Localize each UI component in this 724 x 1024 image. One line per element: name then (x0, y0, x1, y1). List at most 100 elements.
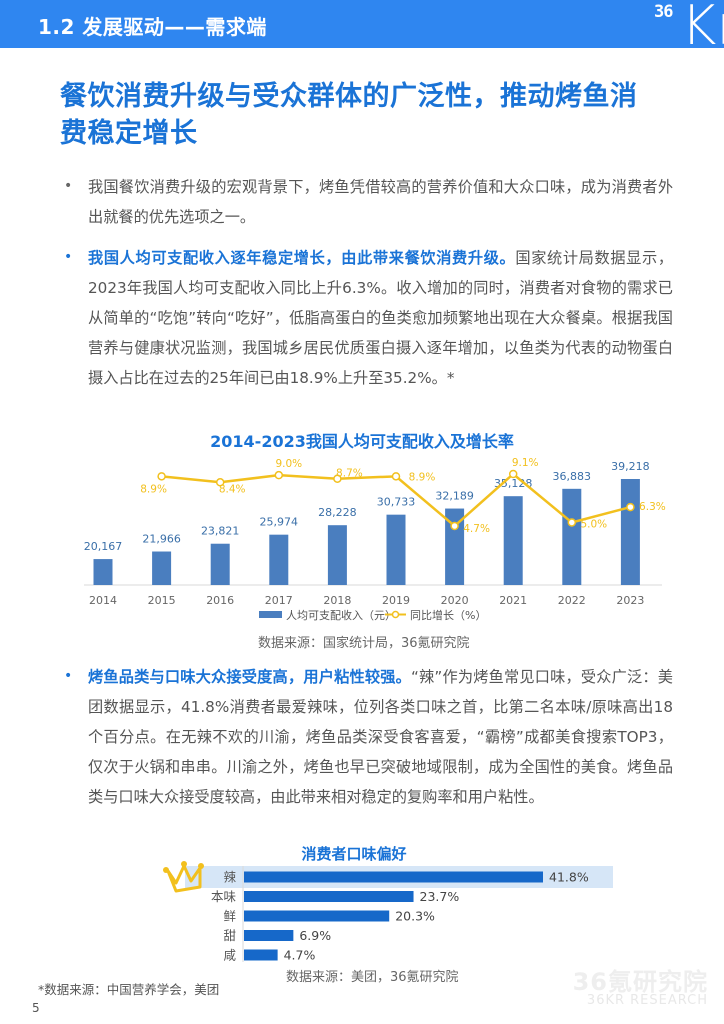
x-tick-label: 2019 (382, 594, 410, 607)
bar-2020 (445, 508, 465, 585)
bullet-text: 我国餐饮消费升级的宏观背景下，烤鱼凭借较高的营养价值和大众口味，成为消费者外出就… (88, 178, 673, 226)
flavor-bar-2 (244, 910, 390, 922)
bar-value-label: 32,189 (435, 490, 474, 503)
bullet-highlight: 我国人均可支配收入逐年稳定增长，由此带来餐饮消费升级。 (88, 249, 516, 267)
income-bar-labels: 20,167 21,966 23,821 25,974 28,228 30,733 32,1… (84, 460, 650, 553)
line-point (391, 472, 401, 481)
bar-value-label: 25,974 (260, 516, 299, 529)
growth-value-label: 8.7% (336, 468, 363, 480)
bar-value-label: 28,228 (318, 506, 357, 519)
bar-2014 (93, 559, 113, 585)
flavor-chart-title: 消费者口味偏好 (301, 845, 407, 863)
bar-2015 (152, 551, 172, 585)
legend-growth-label: 同比增长（%） (410, 608, 486, 622)
line-point (274, 470, 284, 480)
flavor-chart-source: 数据来源：美团，36氪研究院 (286, 970, 459, 985)
x-tick-label: 2020 (441, 594, 469, 607)
x-tick-label: 2023 (616, 594, 644, 607)
bullet-marker: • (64, 178, 73, 194)
bullet-marker: • (64, 668, 73, 684)
x-tick-label: 2014 (89, 594, 117, 607)
bar-2022 (562, 488, 582, 585)
line-point (215, 478, 225, 487)
bar-2021 (503, 496, 523, 585)
bar-2019 (386, 514, 406, 585)
flavor-value-label: 6.9% (299, 928, 331, 943)
bar-2023 (620, 479, 640, 585)
income-chart-title: 2014-2023我国人均可支配收入及增长率 (210, 432, 514, 451)
bullet-marker: • (64, 249, 73, 265)
flavor-category-label: 鲜 (223, 909, 236, 924)
bar-value-label: 39,218 (611, 460, 650, 473)
bullet-paragraph-1: 我国餐饮消费升级的宏观背景下，烤鱼凭借较高的营养价值和大众口味，成为消费者外出就… (88, 172, 673, 232)
line-point (157, 472, 166, 481)
growth-value-label: 5.0% (580, 518, 607, 530)
x-axis-ticks: 2014 2015 2016 2017 2018 2019 2020 2021 2022 2023 (89, 594, 644, 607)
bullet-text: 国家统计局数据显示，2023年我国人均可支配收入同比上升6.3%。收入增加的同时… (88, 249, 673, 387)
x-tick-label: 2016 (206, 594, 234, 607)
x-tick-label: 2017 (265, 594, 293, 607)
chart-legend: 人均可支配收入（元） 同比增长（%） (259, 608, 486, 622)
footnote: *数据来源：中国营养学会，美团 (38, 982, 220, 997)
logo-36: 36 (654, 2, 674, 22)
growth-value-label: 8.9% (409, 471, 436, 483)
flavor-category-label: 甜 (223, 928, 236, 943)
flavor-bar-4 (244, 949, 278, 961)
growth-line (157, 469, 635, 531)
flavor-category-label: 咸 (223, 948, 236, 963)
flavor-value-label: 23.7% (420, 889, 460, 904)
watermark-en: 36KR RESEARCH (586, 993, 708, 1008)
bullet-paragraph-3: 烤鱼品类与口味大众接受度高，用户粘性较强。“辣”作为烤鱼常见口味，受众广泛：美团… (88, 662, 673, 812)
flavor-bar-0 (244, 871, 543, 883)
growth-value-label: 9.1% (512, 457, 539, 469)
line-point (626, 502, 635, 512)
line-point (508, 469, 518, 479)
page-title-line-1: 餐饮消费升级与受众群体的广泛性，推动烤鱼消 (60, 81, 638, 112)
growth-value-label: 6.3% (639, 501, 666, 513)
crown-icon (163, 861, 204, 893)
watermark-cn: 36氪研究院 (572, 968, 708, 996)
income-chart-source: 数据来源：国家统计局，36氪研究院 (258, 636, 470, 651)
flavor-bar-1 (244, 891, 414, 902)
bullet-text: “辣”作为烤鱼常见口味，受众广泛：美团数据显示，41.8%消费者最爱辣味，位列各… (88, 668, 673, 806)
bar-2018 (327, 525, 347, 585)
flavor-value-label: 20.3% (395, 909, 435, 924)
growth-value-label: 8.4% (219, 483, 246, 495)
flavor-bar-3 (244, 930, 294, 941)
growth-value-label: 4.7% (463, 523, 490, 535)
header-bar: 1.2 发展驱动——需求端 36 Kr (0, 0, 724, 57)
line-point (333, 474, 342, 483)
growth-value-label: 9.0% (275, 458, 302, 470)
section-title: 1.2 发展驱动——需求端 (38, 15, 267, 39)
bullet-highlight: 烤鱼品类与口味大众接受度高，用户粘性较强。 (88, 668, 411, 686)
x-tick-label: 2015 (148, 594, 176, 607)
income-growth-chart: 20,167 21,966 23,821 25,974 28,228 30,733 32,1… (84, 457, 666, 622)
x-tick-label: 2021 (499, 594, 527, 607)
x-tick-label: 2018 (323, 594, 351, 607)
flavor-value-label: 4.7% (284, 948, 316, 963)
bar-2017 (269, 534, 289, 585)
x-tick-label: 2022 (558, 594, 586, 607)
flavor-category-label: 辣 (223, 870, 236, 885)
page-number: 5 (32, 1001, 40, 1015)
flavor-value-label: 41.8% (549, 870, 589, 885)
page-title-line-2: 费稳定增长 (60, 118, 198, 149)
bar-value-label: 21,966 (142, 533, 181, 546)
income-bars (93, 479, 640, 585)
bullet-paragraph-2: 我国人均可支配收入逐年稳定增长，由此带来餐饮消费升级。国家统计局数据显示，202… (88, 243, 673, 393)
legend-bar-swatch (259, 611, 282, 618)
line-point (567, 518, 577, 527)
legend-income-label: 人均可支配收入（元） (286, 608, 396, 622)
legend-line-marker (391, 610, 400, 619)
bar-value-label: 30,733 (377, 496, 416, 509)
36kr-logo: 36 Kr (634, 0, 724, 60)
bar-value-label: 23,821 (201, 525, 240, 538)
bar-2016 (210, 543, 230, 585)
line-point (450, 521, 459, 531)
bar-value-label: 36,883 (553, 470, 592, 483)
flavor-bars: 辣 41.8% 本味 23.7% 鲜 20.3% 甜 6.9% 咸 4.7% (211, 870, 589, 963)
growth-value-label: 8.9% (140, 483, 167, 495)
flavor-category-label: 本味 (211, 889, 237, 904)
logo-kr: Kr (681, 0, 724, 57)
